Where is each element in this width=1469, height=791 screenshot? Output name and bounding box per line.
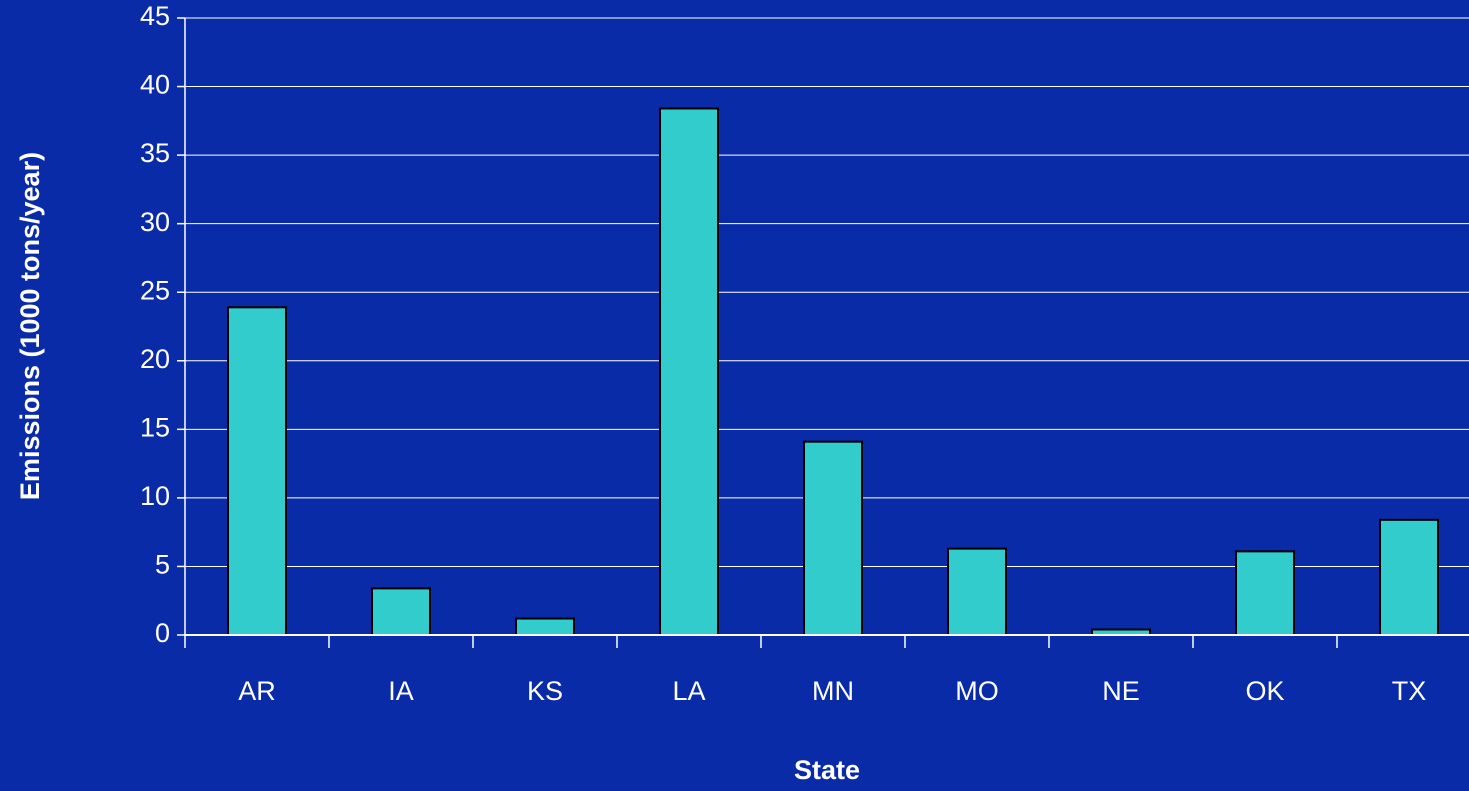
- bar: [227, 306, 287, 636]
- x-axis-title: State: [794, 755, 860, 785]
- bar: [515, 617, 575, 637]
- bar: [947, 547, 1007, 636]
- x-tick-label: OK: [1245, 676, 1284, 706]
- y-tick-label: 40: [140, 70, 170, 100]
- bar: [803, 440, 863, 636]
- x-tick-label: KS: [527, 676, 563, 706]
- y-tick-label: 10: [140, 481, 170, 511]
- x-tick-label: IA: [388, 676, 414, 706]
- y-axis-title: Emissions (1000 tons/year): [15, 152, 45, 500]
- y-tick-label: 35: [140, 138, 170, 168]
- y-tick-label: 45: [140, 1, 170, 31]
- x-tick-label: MO: [955, 676, 999, 706]
- x-tick-label: MN: [812, 676, 854, 706]
- x-tick-label: AR: [238, 676, 276, 706]
- bar: [1379, 518, 1439, 636]
- x-tick-label: NE: [1102, 676, 1140, 706]
- y-tick-label: 5: [155, 550, 170, 580]
- bar: [1235, 550, 1295, 637]
- bar: [659, 107, 719, 636]
- y-tick-label: 15: [140, 412, 170, 442]
- bar: [371, 587, 431, 636]
- x-tick-label: TX: [1392, 676, 1427, 706]
- y-tick-label: 20: [140, 344, 170, 374]
- y-tick-label: 25: [140, 275, 170, 305]
- y-tick-label: 30: [140, 207, 170, 237]
- x-tick-label: LA: [672, 676, 705, 706]
- y-tick-label: 0: [155, 618, 170, 648]
